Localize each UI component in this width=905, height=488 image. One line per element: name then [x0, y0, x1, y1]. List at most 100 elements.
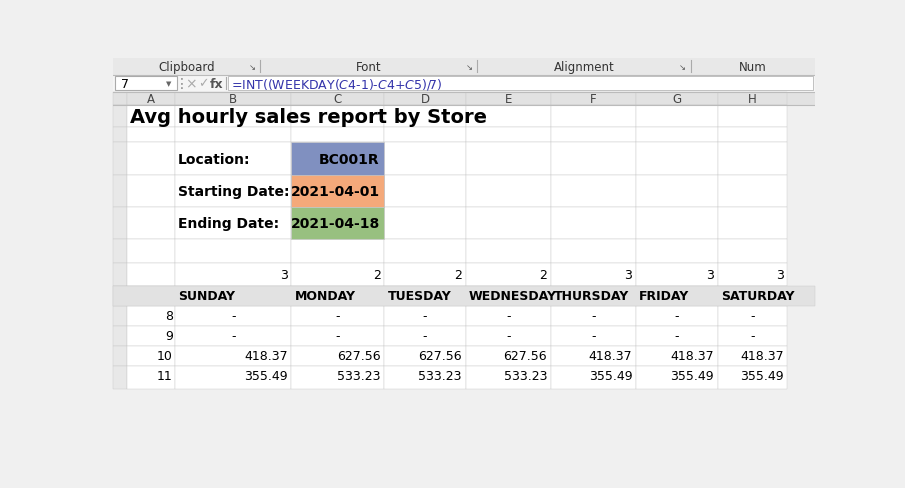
Text: E: E: [505, 93, 512, 106]
Text: ×: ×: [185, 77, 196, 91]
Bar: [385, 306, 466, 326]
Bar: [636, 326, 718, 346]
Bar: [176, 143, 291, 175]
Bar: [385, 92, 466, 106]
Bar: [176, 92, 291, 106]
Bar: [113, 76, 814, 92]
Bar: [127, 175, 176, 207]
Bar: [113, 92, 814, 106]
Bar: [551, 128, 636, 143]
Text: -: -: [336, 309, 340, 323]
Bar: [636, 263, 718, 286]
Bar: [551, 286, 636, 306]
Text: -: -: [423, 329, 427, 343]
Bar: [551, 306, 636, 326]
Bar: [466, 92, 551, 106]
Text: -: -: [750, 309, 755, 323]
Bar: [385, 106, 466, 128]
Text: 10: 10: [157, 349, 173, 363]
Text: -: -: [591, 329, 595, 343]
Bar: [291, 175, 385, 207]
Bar: [636, 175, 718, 207]
Bar: [176, 306, 291, 326]
Bar: [385, 128, 466, 143]
Bar: [113, 326, 127, 346]
Text: -: -: [591, 309, 595, 323]
Bar: [718, 286, 787, 306]
Bar: [291, 346, 385, 366]
Text: BC001R: BC001R: [319, 152, 380, 166]
Text: Ending Date:: Ending Date:: [178, 217, 280, 231]
Bar: [466, 128, 551, 143]
Bar: [176, 128, 291, 143]
Bar: [636, 207, 718, 240]
Text: C: C: [334, 93, 342, 106]
Bar: [176, 240, 291, 263]
Bar: [718, 306, 787, 326]
Text: 355.49: 355.49: [670, 369, 714, 383]
Bar: [176, 346, 291, 366]
Bar: [551, 346, 636, 366]
Text: 533.23: 533.23: [503, 369, 548, 383]
Bar: [718, 207, 787, 240]
Text: 11: 11: [157, 369, 173, 383]
Text: -: -: [423, 309, 427, 323]
Bar: [718, 143, 787, 175]
Bar: [176, 263, 291, 286]
Bar: [718, 92, 787, 106]
Text: 3: 3: [280, 268, 288, 281]
Bar: [385, 175, 466, 207]
Bar: [551, 263, 636, 286]
Bar: [466, 240, 551, 263]
Text: Avg hourly sales report by Store: Avg hourly sales report by Store: [130, 107, 487, 126]
Text: -: -: [231, 309, 235, 323]
Text: 627.56: 627.56: [418, 349, 462, 363]
Bar: [636, 240, 718, 263]
Text: -: -: [750, 329, 755, 343]
Bar: [113, 346, 127, 366]
Bar: [127, 106, 176, 128]
Text: 627.56: 627.56: [337, 349, 380, 363]
Text: =INT((WEEKDAY($C$4-1)-$C$4+$C$5)/7): =INT((WEEKDAY($C$4-1)-$C$4+$C$5)/7): [231, 77, 443, 91]
Text: ✓: ✓: [198, 78, 208, 90]
Bar: [718, 240, 787, 263]
Bar: [127, 306, 176, 326]
Text: 533.23: 533.23: [418, 369, 462, 383]
Bar: [291, 106, 385, 128]
Bar: [291, 143, 385, 175]
Bar: [636, 366, 718, 389]
Bar: [466, 106, 551, 128]
Bar: [176, 106, 291, 128]
Bar: [385, 263, 466, 286]
Bar: [291, 263, 385, 286]
Bar: [551, 143, 636, 175]
Text: F: F: [590, 93, 597, 106]
Bar: [551, 92, 636, 106]
Bar: [718, 128, 787, 143]
Bar: [718, 366, 787, 389]
Text: B: B: [229, 93, 237, 106]
Text: 533.23: 533.23: [337, 369, 380, 383]
Bar: [127, 143, 176, 175]
Text: TUESDAY: TUESDAY: [387, 289, 452, 303]
Text: WEDNESDAY: WEDNESDAY: [469, 289, 557, 303]
Bar: [385, 326, 466, 346]
Text: ↘: ↘: [465, 63, 472, 72]
Bar: [113, 286, 814, 306]
Text: 3: 3: [624, 268, 633, 281]
Bar: [718, 346, 787, 366]
Bar: [113, 306, 127, 326]
Bar: [176, 326, 291, 346]
Text: -: -: [336, 329, 340, 343]
Text: -: -: [675, 309, 679, 323]
Text: Location:: Location:: [178, 152, 251, 166]
Text: -: -: [506, 309, 510, 323]
Bar: [113, 240, 127, 263]
Bar: [127, 263, 176, 286]
Text: 3: 3: [706, 268, 714, 281]
Bar: [551, 366, 636, 389]
Bar: [291, 92, 385, 106]
Bar: [466, 207, 551, 240]
Text: ▼: ▼: [167, 81, 172, 87]
Bar: [127, 326, 176, 346]
